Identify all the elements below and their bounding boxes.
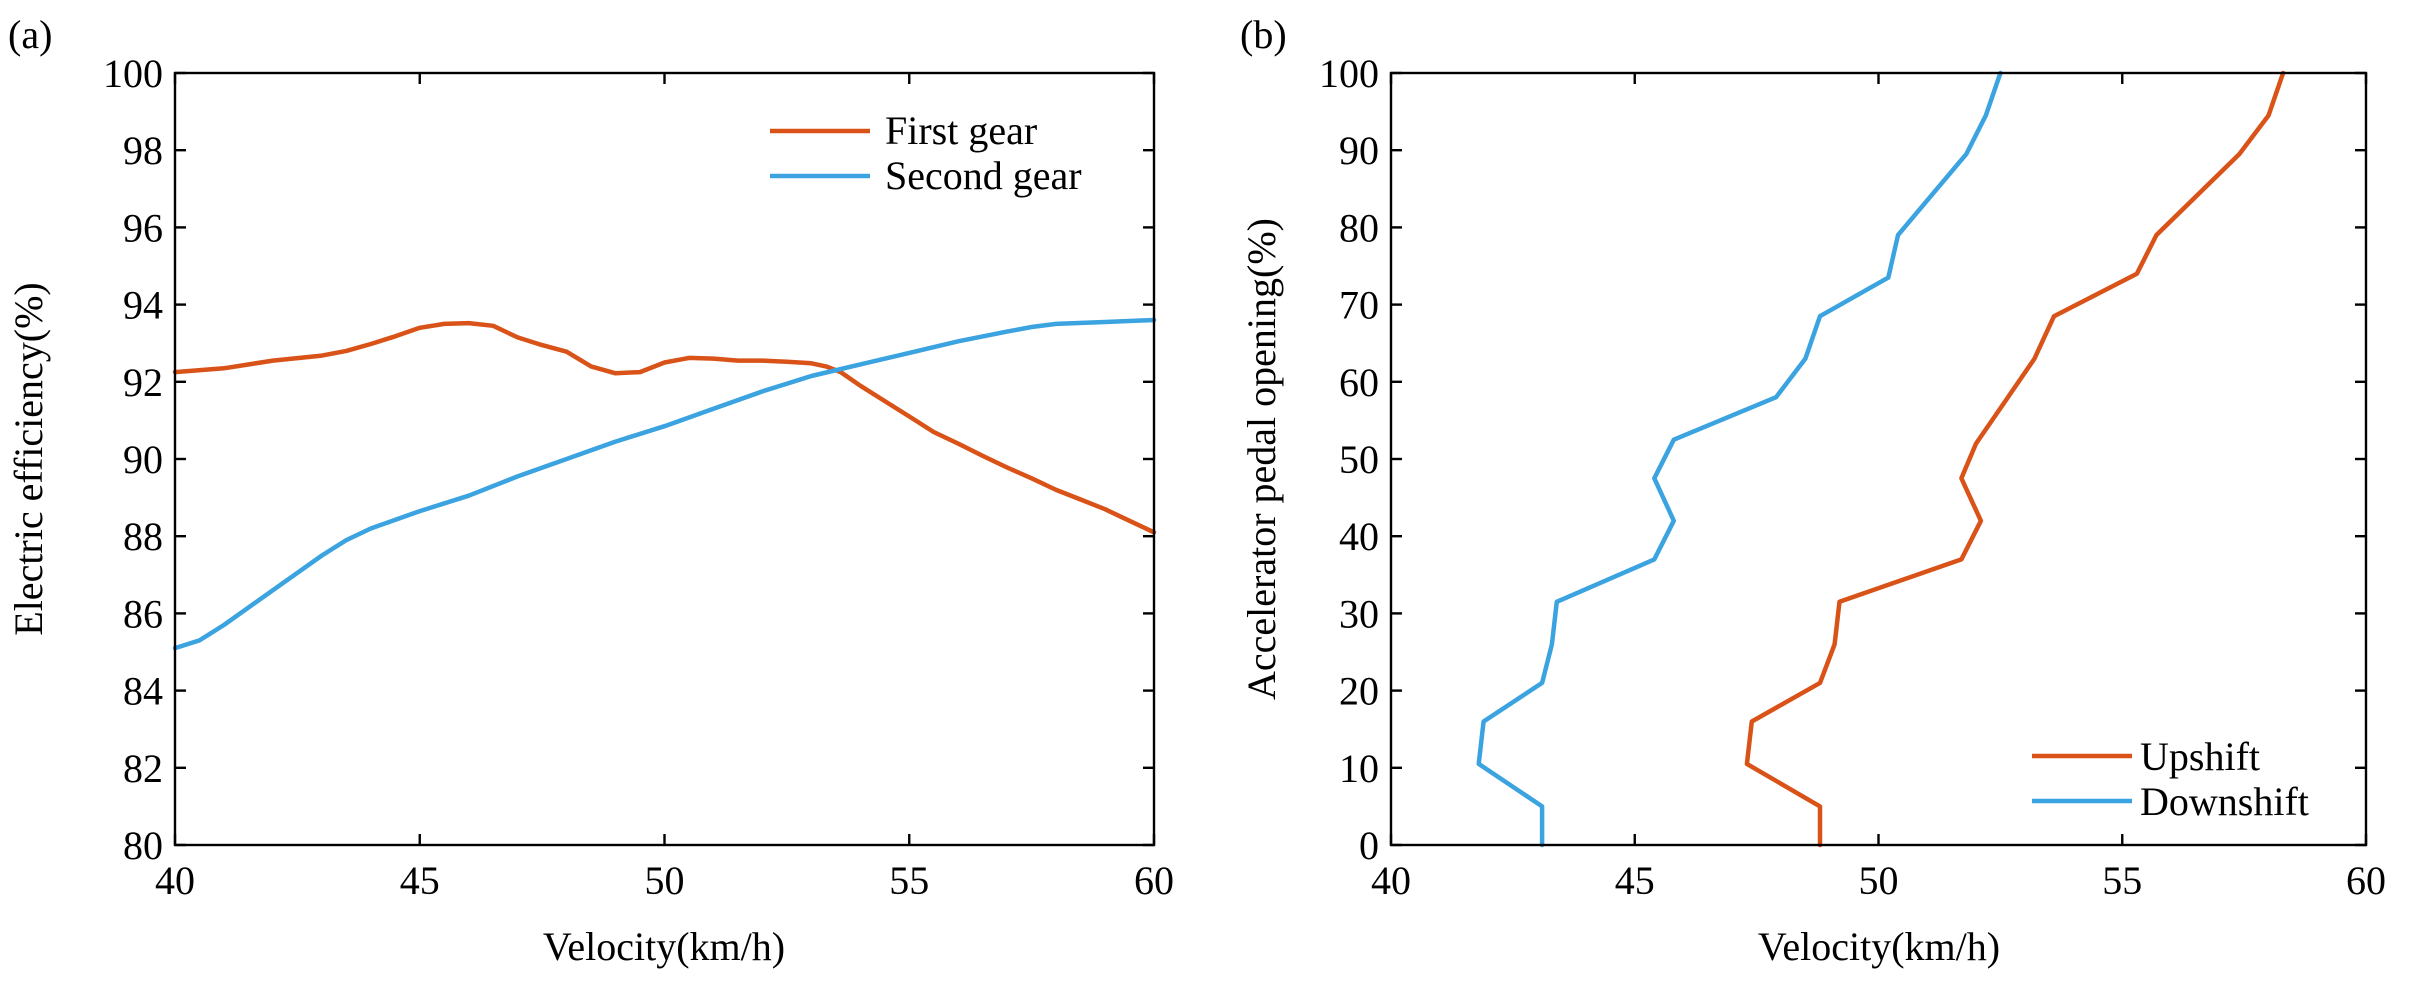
panel-a-y-tick-label: 88	[123, 514, 163, 559]
panel-a-x-tick-label: 50	[645, 858, 685, 903]
panel-b-y-tick-label: 70	[1339, 283, 1379, 328]
panel-a-x-tick-label: 60	[1134, 858, 1174, 903]
panel-b-x-tick-label: 45	[1615, 858, 1655, 903]
panel-a-efficiency-chart: (a) 40 45 50 55 60 80 82 84 86 88 90 92 94 96 98 100 Ve…	[6, 12, 1174, 969]
panel-a-y-tick-label: 92	[123, 360, 163, 405]
legend-first-gear-label: First gear	[885, 108, 1037, 153]
panel-b-y-tick-label: 90	[1339, 128, 1379, 173]
legend-upshift-label: Upshift	[2140, 734, 2260, 779]
panel-b-plot-frame	[1389, 71, 2368, 847]
legend-downshift-label: Downshift	[2140, 779, 2309, 824]
panel-a-y-tick-label: 90	[123, 437, 163, 482]
panel-b-legend: Upshift Downshift	[2032, 734, 2309, 824]
panel-b-y-tick-label: 20	[1339, 669, 1379, 714]
panel-b-x-axis-label: Velocity(km/h)	[1758, 924, 2000, 969]
panel-a-y-tick-label: 84	[123, 669, 163, 714]
panel-b-x-tick-label: 40	[1371, 858, 1411, 903]
panel-b-y-tick-label: 30	[1339, 591, 1379, 636]
panel-a-y-tick-label: 100	[103, 51, 163, 96]
panel-b-x-tick-label: 60	[2346, 858, 2386, 903]
panel-a-series-second-gear-line	[172, 317, 1157, 651]
panel-b-x-tick-label: 50	[1859, 858, 1899, 903]
panel-a-legend: First gear Second gear	[770, 108, 1082, 198]
legend-second-gear-label: Second gear	[885, 153, 1082, 198]
panel-a-x-axis-label: Velocity(km/h)	[543, 924, 785, 969]
panel-a-y-tick-label: 80	[123, 823, 163, 868]
panel-a-y-tick-label: 94	[123, 283, 163, 328]
panel-a-y-axis-label: Electric efficiency(%)	[6, 282, 51, 635]
panel-b-label: (b)	[1240, 12, 1287, 57]
panel-a-y-tick-label: 86	[123, 591, 163, 636]
panel-b-series-downshift-line	[1476, 70, 2003, 848]
panel-b-x-tick-label: 55	[2102, 858, 2142, 903]
panel-b-y-tick-label: 50	[1339, 437, 1379, 482]
panel-b-y-tick-label: 60	[1339, 360, 1379, 405]
panel-b-shift-schedule-chart: (b) 40 45 50 55 60 0 10 20 30 40 50 60 70 80 90 100 Vel…	[1239, 12, 2386, 969]
panel-a-x-tick-label: 45	[400, 858, 440, 903]
panel-a-x-tick-label: 40	[155, 858, 195, 903]
panel-a-y-tick-label: 82	[123, 746, 163, 791]
panel-b-y-tick-label: 80	[1339, 205, 1379, 250]
panel-a-series-first-gear-line	[172, 320, 1157, 535]
panel-b-y-tick-label: 10	[1339, 746, 1379, 791]
panel-b-y-tick-label: 0	[1359, 823, 1379, 868]
panel-b-y-tick-label: 100	[1319, 51, 1379, 96]
panel-a-label: (a)	[8, 12, 52, 57]
panel-b-y-tick-label: 40	[1339, 514, 1379, 559]
panel-b-y-axis-label: Accelerator pedal opening(%)	[1239, 218, 1284, 700]
panel-a-y-tick-label: 98	[123, 128, 163, 173]
panel-b-series-upshift-line	[1744, 70, 2286, 848]
panel-a-x-tick-label: 55	[889, 858, 929, 903]
panel-a-y-tick-label: 96	[123, 205, 163, 250]
